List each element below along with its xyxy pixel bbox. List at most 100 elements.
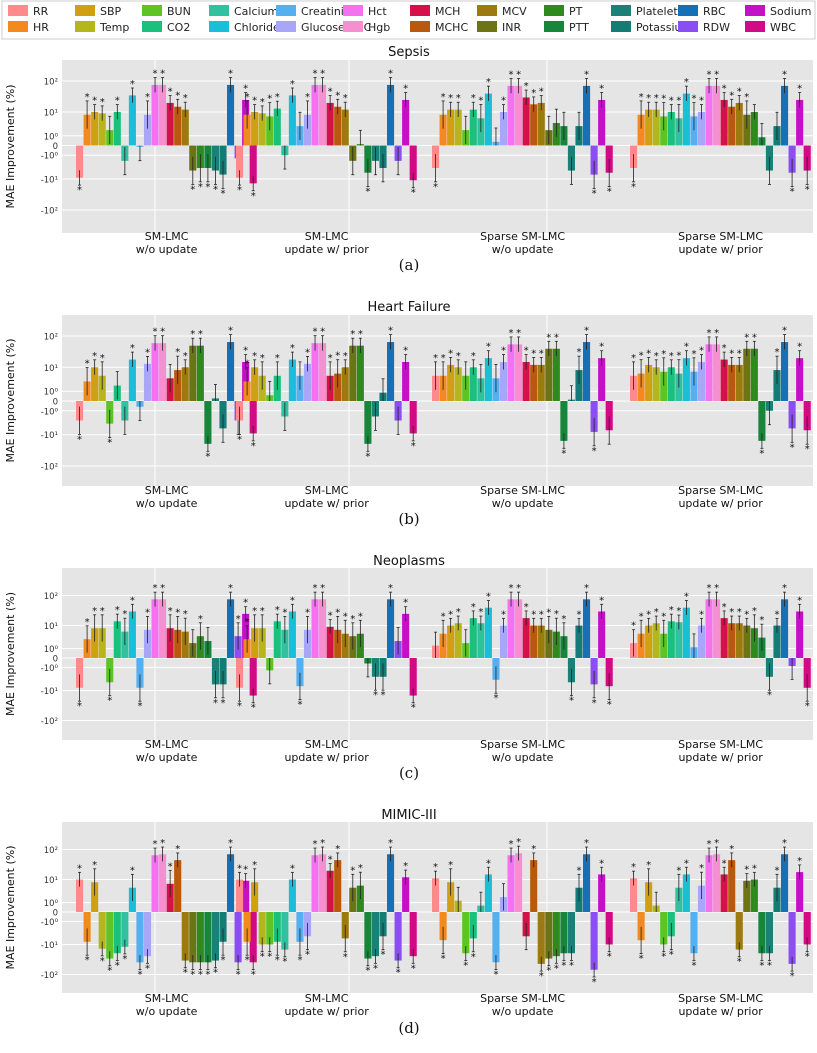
significance-star: * — [456, 93, 461, 104]
bar-rr — [236, 145, 244, 178]
significance-star: * — [328, 611, 333, 622]
significance-star: * — [539, 609, 544, 620]
significance-star: * — [790, 971, 795, 982]
bar-mchc — [334, 106, 342, 146]
significance-star: * — [381, 950, 386, 961]
y-tick-label: -10² — [41, 717, 58, 727]
x-tick-line: SM-LMC — [145, 992, 189, 1005]
significance-star: * — [569, 960, 574, 971]
bar-temp — [454, 367, 462, 401]
significance-star: * — [260, 97, 265, 108]
significance-star: * — [676, 95, 681, 106]
significance-star: * — [320, 838, 325, 849]
bar-mch — [522, 618, 530, 658]
significance-star: * — [639, 611, 644, 622]
significance-star: * — [561, 960, 566, 971]
significance-star: * — [245, 617, 250, 628]
significance-star: * — [243, 346, 248, 357]
bar-hgb — [319, 343, 327, 401]
bar-glucose-poc — [143, 912, 152, 957]
legend-item-mchc: MCHC — [410, 21, 468, 34]
significance-star: * — [145, 607, 150, 618]
legend-item-sodium: Sodium — [745, 5, 811, 18]
bar-mchc — [530, 364, 538, 401]
bar-hct — [151, 599, 159, 658]
significance-star: * — [441, 353, 446, 364]
legend-label: CO2 — [167, 21, 190, 34]
significance-star: * — [744, 332, 749, 343]
significance-star: * — [561, 614, 566, 625]
bar-chloride — [484, 607, 492, 658]
significance-star: * — [411, 441, 416, 452]
significance-star: * — [358, 863, 363, 874]
significance-star: * — [471, 952, 476, 963]
significance-star: * — [350, 614, 355, 625]
legend-swatch — [678, 5, 698, 16]
significance-star: * — [77, 863, 82, 874]
y-tick-label: -10¹ — [41, 176, 58, 186]
significance-star: * — [252, 606, 257, 617]
bar-hgb — [159, 599, 167, 658]
legend-item-wbc: WBC — [745, 21, 796, 34]
significance-star: * — [501, 609, 506, 620]
bar-rbc — [583, 854, 591, 912]
legend-item-hr: HR — [8, 21, 49, 34]
legend-swatch — [75, 21, 95, 32]
legend-label: MCHC — [435, 21, 468, 34]
significance-star: * — [737, 957, 742, 968]
significance-star: * — [381, 690, 386, 701]
significance-star: * — [448, 348, 453, 359]
legend-label: Chloride — [234, 21, 280, 34]
bar-rr — [76, 879, 84, 912]
y-tick-label: -10² — [41, 971, 58, 981]
bar-potassium — [773, 625, 781, 658]
significance-star: * — [290, 343, 295, 354]
significance-star: * — [607, 700, 612, 711]
x-tick-line: update w/ prior — [284, 243, 369, 256]
significance-star: * — [486, 77, 491, 88]
x-tick-line: Sparse SM-LMC — [480, 992, 565, 1005]
x-tick-line: w/o update — [492, 751, 554, 764]
bar-hr — [637, 114, 645, 146]
significance-star: * — [275, 353, 280, 364]
significance-star: * — [228, 69, 233, 80]
significance-star: * — [797, 342, 802, 353]
legend-swatch — [678, 21, 698, 32]
y-tick-label: -10⁰ — [41, 152, 59, 162]
significance-star: * — [343, 611, 348, 622]
significance-star: * — [190, 184, 195, 195]
significance-star: * — [305, 950, 310, 961]
bar-rbc — [227, 84, 235, 146]
y-tick-label: 10¹ — [44, 108, 58, 118]
bar-sbp — [251, 882, 259, 912]
significance-star: * — [654, 351, 659, 362]
significance-star: * — [305, 92, 310, 103]
significance-star: * — [251, 969, 256, 980]
significance-star: * — [175, 607, 180, 618]
legend-label: WBC — [770, 21, 796, 34]
bar-ptt — [758, 401, 766, 441]
significance-star: * — [411, 703, 416, 714]
significance-star: * — [107, 438, 112, 449]
significance-star: * — [85, 92, 90, 103]
significance-star: * — [729, 348, 734, 359]
significance-star: * — [501, 96, 506, 107]
significance-star: * — [328, 353, 333, 364]
y-tick-label: 10⁰ — [44, 388, 59, 398]
bar-temp — [258, 628, 266, 658]
bar-sodium — [796, 611, 804, 658]
significance-star: * — [313, 69, 318, 80]
bar-rbc — [227, 342, 235, 401]
bar-rbc — [583, 599, 591, 658]
bar-hgb — [159, 84, 167, 146]
significance-star: * — [160, 838, 165, 849]
significance-star: * — [631, 862, 636, 873]
y-tick-label: -10¹ — [41, 431, 58, 441]
bar-chloride — [682, 358, 690, 401]
bar-co2 — [113, 621, 121, 658]
bar-pt — [552, 348, 560, 401]
